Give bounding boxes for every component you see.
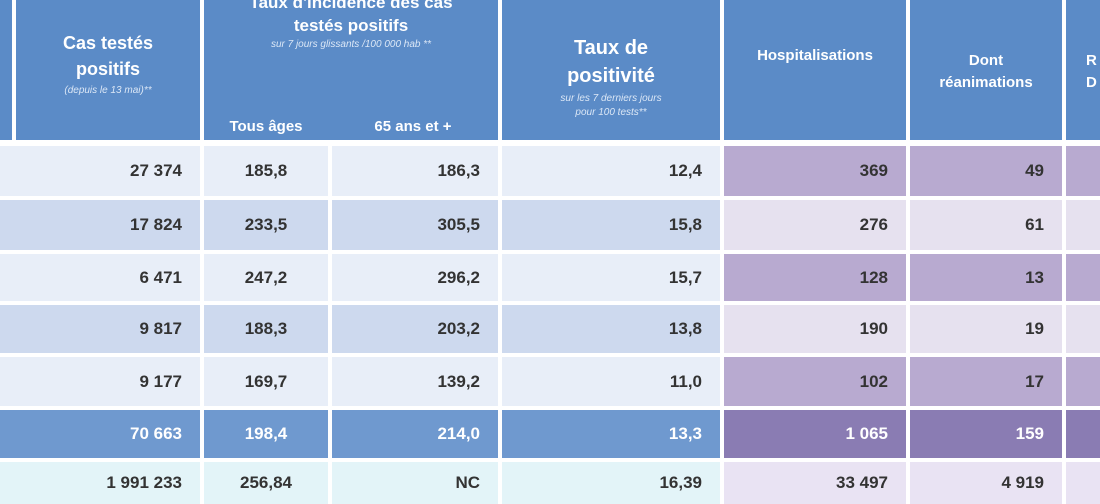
cell-rea: 49 [910, 146, 1062, 196]
row-stub [0, 200, 18, 250]
cell-hosp: 276 [724, 200, 906, 250]
cell-tous: 233,5 [204, 200, 328, 250]
table-row: 27 374 185,8 186,3 12,4 369 49 [0, 146, 1100, 196]
cell-age65: 214,0 [332, 410, 498, 458]
header-hospitalisations-label: Hospitalisations [757, 47, 873, 64]
row-stub [0, 357, 18, 406]
cell-pos: 11,0 [502, 357, 720, 406]
header-hospitalisations: Hospitalisations [724, 0, 906, 140]
header-taux-incidence-line1: Taux d'incidence des cas [249, 0, 453, 12]
cell-pos: 15,8 [502, 200, 720, 250]
header-taux-incidence-sub: sur 7 jours glissants /100 000 hab ** [270, 39, 432, 50]
cell-age65: 139,2 [332, 357, 498, 406]
cell-pos: 16,39 [502, 462, 720, 504]
row-stub [0, 146, 18, 196]
cell-cas: 6 471 [16, 254, 200, 301]
table-row: 6 471 247,2 296,2 15,7 128 13 [0, 254, 1100, 301]
cell-pos: 15,7 [502, 254, 720, 301]
table-row: 9 817 188,3 203,2 13,8 190 19 [0, 305, 1100, 353]
header-65-ans-label: 65 ans et + [374, 117, 452, 135]
cell-rea: 13 [910, 254, 1062, 301]
cell-cas: 9 177 [16, 357, 200, 406]
cell-rea: 61 [910, 200, 1062, 250]
row-stub [0, 305, 18, 353]
table-row: 1 991 233 256,84 NC 16,39 33 497 4 919 [0, 462, 1100, 504]
table-row: 17 824 233,5 305,5 15,8 276 61 [0, 200, 1100, 250]
cell-age65: 203,2 [332, 305, 498, 353]
header-cut-line1: R [1086, 52, 1097, 69]
header-reanimations: Dont réanimations [910, 0, 1062, 140]
cell-pos: 12,4 [502, 146, 720, 196]
cell-tous: 256,84 [204, 462, 328, 504]
header-taux-positivite-line2: positivité [567, 65, 655, 87]
header-cas-testes-sub: (depuis le 13 mai)** [64, 85, 152, 96]
row-stub [0, 410, 18, 458]
row-stub [0, 462, 18, 504]
header-left-stub [0, 0, 12, 140]
header-cut-line2: D [1086, 74, 1097, 91]
cell-age65: 305,5 [332, 200, 498, 250]
cell-rea: 159 [910, 410, 1062, 458]
table-row: 70 663 198,4 214,0 13,3 1 065 159 [0, 410, 1100, 458]
header-cas-testes: Cas testés positifs (depuis le 13 mai)** [16, 0, 200, 140]
cell-hosp: 128 [724, 254, 906, 301]
row-cut-column [1066, 200, 1100, 250]
header-cas-testes-line1: Cas testés [62, 33, 154, 53]
row-cut-column [1066, 254, 1100, 301]
row-cut-column [1066, 305, 1100, 353]
header-taux-positivite-line1: Taux de [573, 37, 649, 59]
header-tous-ages-label: Tous âges [229, 117, 303, 135]
cell-tous: 198,4 [204, 410, 328, 458]
cell-age65: 296,2 [332, 254, 498, 301]
header-65-ans: 65 ans et + [328, 112, 498, 140]
header-taux-incidence: Taux d'incidence des cas testés positifs… [204, 0, 498, 112]
cell-hosp: 1 065 [724, 410, 906, 458]
header-taux-positivite-sub2: pour 100 tests** [575, 107, 647, 118]
cell-cas: 9 817 [16, 305, 200, 353]
row-cut-column [1066, 462, 1100, 504]
cell-cas: 17 824 [16, 200, 200, 250]
cell-age65: NC [332, 462, 498, 504]
cell-rea: 17 [910, 357, 1062, 406]
cell-pos: 13,8 [502, 305, 720, 353]
header-taux-positivite-sub1: sur les 7 derniers jours [560, 93, 662, 104]
cell-cas: 70 663 [16, 410, 200, 458]
header-tous-ages: Tous âges [204, 112, 328, 140]
table-row: 9 177 169,7 139,2 11,0 102 17 [0, 357, 1100, 406]
cell-hosp: 102 [724, 357, 906, 406]
header-cut-column: R D [1066, 0, 1100, 140]
cell-tous: 247,2 [204, 254, 328, 301]
header-taux-incidence-line2: testés positifs [293, 16, 409, 35]
cell-rea: 19 [910, 305, 1062, 353]
cell-tous: 169,7 [204, 357, 328, 406]
cell-pos: 13,3 [502, 410, 720, 458]
cell-age65: 186,3 [332, 146, 498, 196]
header-taux-positivite: Taux de positivité sur les 7 derniers jo… [502, 0, 720, 140]
header-cas-testes-line2: positifs [75, 59, 140, 79]
cell-rea: 4 919 [910, 462, 1062, 504]
row-cut-column [1066, 410, 1100, 458]
row-cut-column [1066, 357, 1100, 406]
cell-tous: 185,8 [204, 146, 328, 196]
row-cut-column [1066, 146, 1100, 196]
header-reanimations-line1: Dont [968, 52, 1004, 69]
cell-cas: 1 991 233 [16, 462, 200, 504]
row-stub [0, 254, 18, 301]
cell-hosp: 369 [724, 146, 906, 196]
cell-hosp: 190 [724, 305, 906, 353]
cell-hosp: 33 497 [724, 462, 906, 504]
cell-tous: 188,3 [204, 305, 328, 353]
cell-cas: 27 374 [16, 146, 200, 196]
header-reanimations-line2: réanimations [939, 74, 1033, 91]
